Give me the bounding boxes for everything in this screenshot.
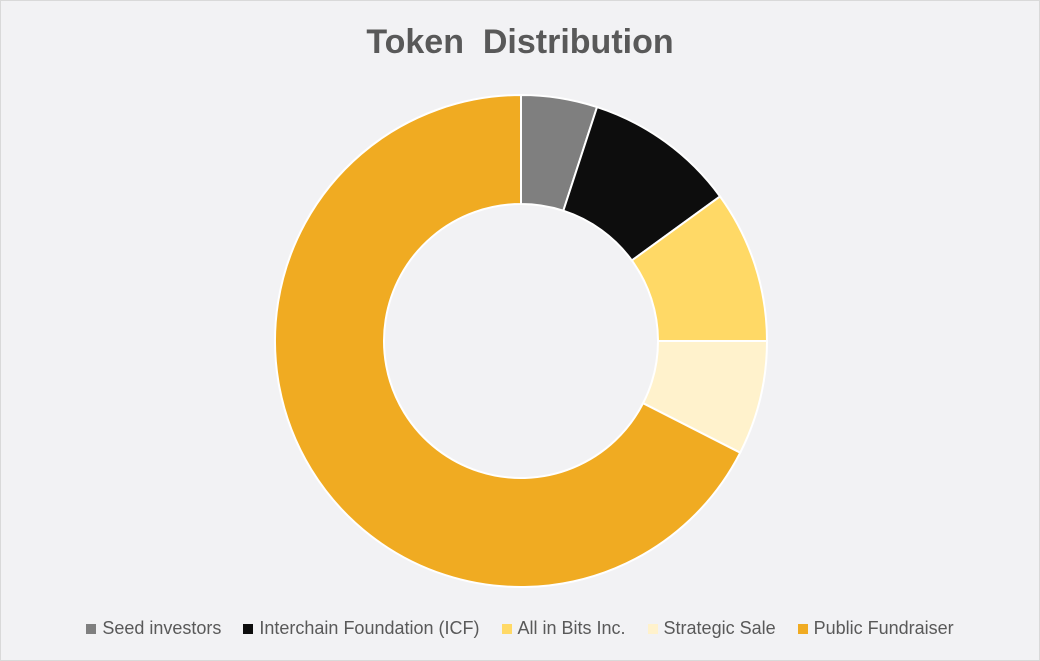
legend-swatch [501, 623, 512, 634]
legend-label: All in Bits Inc. [517, 618, 626, 638]
legend-swatch [243, 623, 254, 634]
legend-label: Strategic Sale [663, 618, 776, 638]
legend-label: Public Fundraiser [813, 618, 954, 638]
slice-public-fundraiser [274, 93, 742, 588]
legend-item: Interchain Foundation (ICF) [243, 618, 480, 639]
legend-item: All in Bits Inc. [501, 618, 626, 639]
legend-swatch [797, 623, 808, 634]
legend-swatch [647, 623, 658, 634]
legend-item: Strategic Sale [647, 618, 776, 639]
chart-legend: Seed investors Interchain Foundation (ICF… [1, 618, 1039, 639]
legend-label: Interchain Foundation (ICF) [259, 618, 480, 638]
legend-item: Public Fundraiser [797, 618, 954, 639]
legend-label: Seed investors [102, 618, 222, 638]
legend-item: Seed investors [86, 618, 221, 639]
legend-swatch [86, 623, 97, 634]
donut-chart [274, 93, 769, 588]
chart-title: Token Distribution [366, 23, 674, 61]
